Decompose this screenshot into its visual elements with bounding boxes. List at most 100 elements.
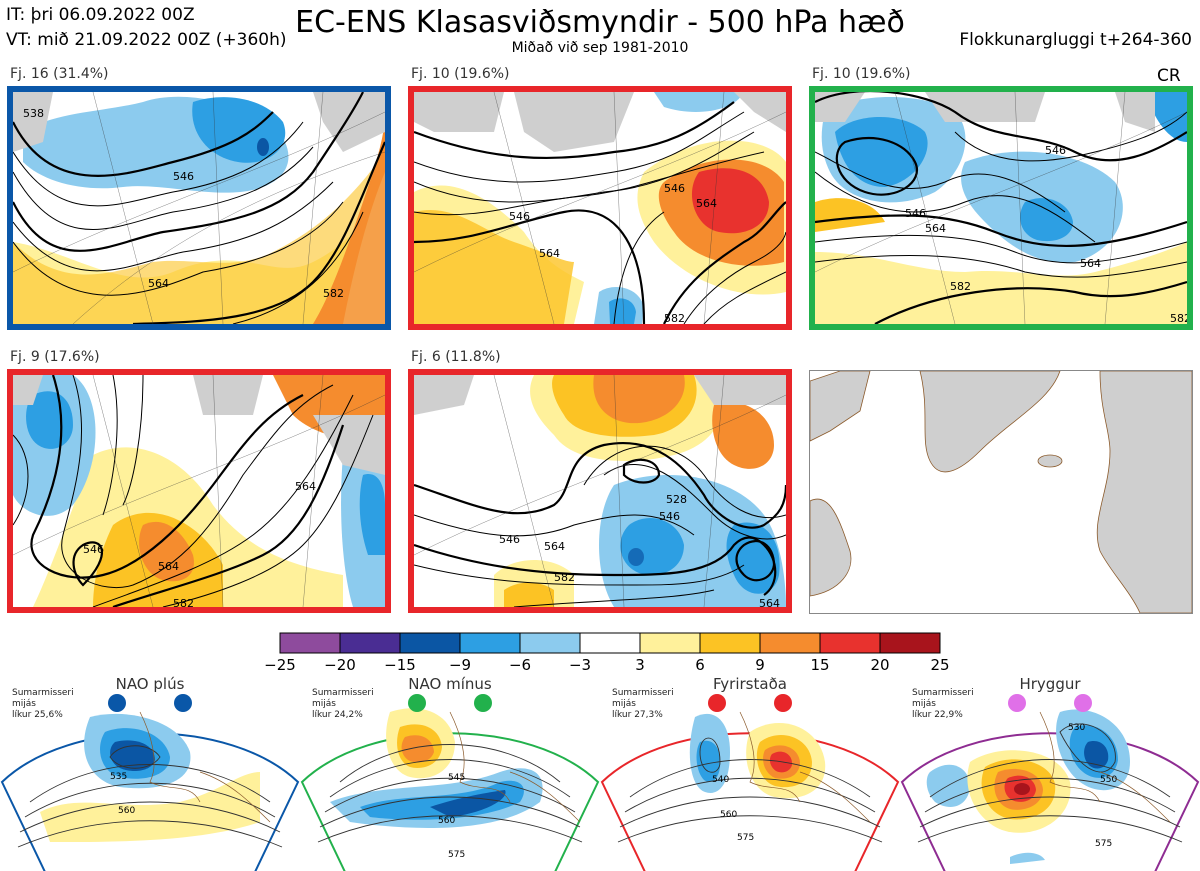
colorbar-tick-label: −15 [384,656,416,674]
cluster-label-1: Fj. 16 (31.4%) [10,66,109,82]
regime-name: NAO mínus [408,675,492,693]
contour-label: 528 [666,493,687,506]
colorbar-tick-label: 3 [635,656,645,674]
regime-description: Sumarmisseri mijás líkur 27,3% [612,688,674,721]
colorbar-tick-label: 15 [810,656,829,674]
regime-description: Sumarmisseri mijás líkur 24,2% [312,688,374,721]
regime-season: Sumarmisseri [312,688,374,698]
regime-time: mijás [912,699,936,709]
colorbar-tick-label: 6 [695,656,705,674]
colorbar-tick-label: −9 [449,656,471,674]
contour-label: 546 [659,510,680,523]
cluster-label-3: Fj. 10 (19.6%) [812,66,911,82]
contour-label: 546 [1045,144,1066,157]
regime-contour-label: 540 [712,775,729,785]
climatological-regime-tag: CR [1157,66,1181,86]
colorbar-tick-label: 9 [755,656,765,674]
colorbar-tick-label: −6 [509,656,531,674]
colorbar-cell [279,632,341,654]
valid-time: VT: mið 21.09.2022 00Z (+360h) [6,30,287,50]
regime-contour-label: 530 [1068,723,1085,733]
regime-contour-label: 575 [1095,839,1112,849]
colorbar-cell [579,632,641,654]
regime-blocking: 540 560 575 Fyrirstaða Sumarmisseri mijá… [600,672,900,871]
regime-time: mijás [312,699,336,709]
page-subtitle: Miðað við sep 1981-2010 [511,40,689,56]
anomaly-colorbar: −25 −20 −15 −9 −6 −3 3 6 9 15 20 25 [264,632,950,674]
cluster-label-5: Fj. 6 (11.8%) [411,349,501,365]
regime-name: Fyrirstaða [713,675,787,693]
colorbar-cell [639,632,701,654]
contour-label: 564 [696,197,717,210]
regime-probability: líkur 25,6% [12,710,63,720]
contour-label: 546 [173,170,194,183]
regime-contour-label: 535 [110,772,127,782]
regime-nao-minus: 545 560 575 NAO mínus Sumarmisseri mijás… [300,672,600,871]
regime-ridge: 530 550 575 Hryggur Sumarmisseri mijás l… [900,672,1200,871]
contour-label: 564 [925,222,946,235]
contour-label: 564 [1080,257,1101,270]
contour-label: 582 [554,571,575,584]
contour-label: 582 [950,280,971,293]
regime-probability: líkur 22,9% [912,710,963,720]
colorbar-tick-label: −20 [324,656,356,674]
contour-label: 564 [759,597,780,607]
cluster-map-3: 546 546 564 564 582 582 [809,86,1193,330]
contour-label: 582 [1170,312,1187,324]
colorbar-cell [399,632,461,654]
regime-season: Sumarmisseri [912,688,974,698]
colorbar-tick-label: −3 [569,656,591,674]
cluster-label-4: Fj. 9 (17.6%) [10,349,100,365]
cluster-map-5: 528 546 546 564 582 564 [408,369,792,613]
regime-contour-label: 545 [448,773,465,783]
contour-label: 546 [664,182,685,195]
colorbar-cell [879,632,941,654]
colorbar-tick-label: 25 [930,656,949,674]
regime-contour-label: 560 [720,810,737,820]
regime-time: mijás [612,699,636,709]
contour-label: 546 [509,210,530,223]
regime-probability: líkur 24,2% [312,710,363,720]
colorbar-tick-label: 20 [870,656,889,674]
cluster-label-2: Fj. 10 (19.6%) [411,66,510,82]
reference-map [809,370,1193,614]
contour-label: 582 [323,287,344,300]
contour-label: 564 [158,560,179,573]
regime-nao-plus: 535 560 NAO plús Sumarmisseri mijás líku… [0,672,300,871]
contour-label: 546 [905,207,926,220]
colorbar-cell [519,632,581,654]
contour-label: 582 [664,312,685,324]
contour-label: 564 [148,277,169,290]
colorbar-cell [339,632,401,654]
cluster-map-1: 546 564 582 538 [7,86,391,330]
initial-time: IT: þri 06.09.2022 00Z [6,5,195,25]
regime-season: Sumarmisseri [12,688,74,698]
clustering-window: Flokkunargluggi t+264-360 [959,30,1192,50]
contour-label: 538 [23,107,44,120]
regime-season: Sumarmisseri [612,688,674,698]
regime-name: Hryggur [1019,675,1081,693]
colorbar-cell [819,632,881,654]
colorbar-cell [459,632,521,654]
contour-label: 546 [499,533,520,546]
regime-contour-label: 560 [438,816,455,826]
regime-time: mijás [12,699,36,709]
regime-description: Sumarmisseri mijás líkur 25,6% [12,688,74,721]
contour-label: 564 [544,540,565,553]
contour-label: 564 [539,247,560,260]
regime-contour-label: 560 [118,806,135,816]
contour-label: 564 [295,480,316,493]
colorbar-cell [759,632,821,654]
regime-name: NAO plús [115,675,185,693]
regime-contour-label: 575 [448,850,465,860]
regime-description: Sumarmisseri mijás líkur 22,9% [912,688,974,721]
regime-probability: líkur 27,3% [612,710,663,720]
contour-label: 546 [83,543,104,556]
regime-contour-label: 575 [737,833,754,843]
colorbar-cell [699,632,761,654]
regime-contour-label: 550 [1100,775,1117,785]
cluster-map-4: 546 564 564 582 [7,369,391,613]
cluster-map-2: 546 546 564 564 582 [408,86,792,330]
page-title: EC-ENS Klasasviðsmyndir - 500 hPa hæð [295,5,905,40]
colorbar-tick-label: −25 [264,656,296,674]
